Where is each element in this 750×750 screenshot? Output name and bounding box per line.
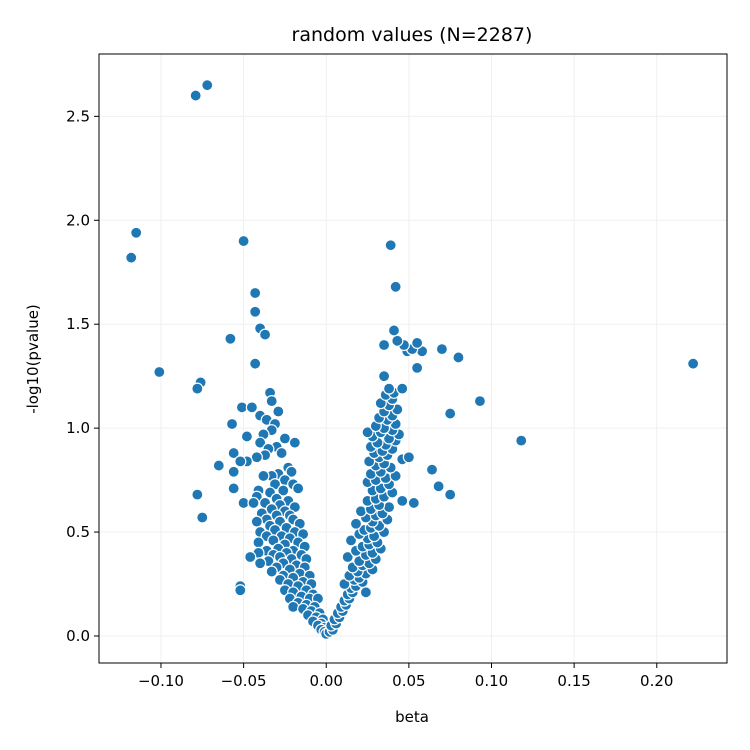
scatter-point (344, 534, 358, 547)
x-tick-label: 0.05 (392, 672, 425, 690)
y-tick-label: 1.5 (66, 315, 90, 333)
y-tick-label: 2.0 (66, 211, 90, 229)
scatter-point (425, 463, 439, 476)
scatter-point (387, 324, 401, 337)
scatter-point (444, 407, 457, 420)
scatter-point (377, 338, 391, 352)
x-axis-label: beta (395, 708, 429, 726)
scatter-point (130, 226, 143, 239)
scatter-point (411, 361, 424, 374)
scatter-point (288, 436, 301, 449)
scatter-point (432, 480, 445, 493)
scatter-point (361, 426, 374, 439)
scatter-point (247, 496, 260, 510)
scatter-point (240, 430, 254, 443)
scatter-point (201, 79, 214, 92)
scatter-point (287, 600, 300, 613)
plot-frame (98, 53, 728, 664)
scatter-point (382, 501, 396, 514)
scatter-point (196, 511, 209, 524)
scatter-point (153, 365, 166, 379)
scatter-point (391, 334, 404, 347)
scatter-point (245, 401, 258, 414)
scatter-point (473, 395, 487, 408)
scatter-point (396, 494, 409, 507)
scatter-point (227, 446, 240, 460)
scatter-point (354, 505, 368, 518)
scatter-point (191, 488, 204, 501)
scatter-point (227, 465, 240, 478)
chart-title: random values (N=2287) (292, 24, 533, 46)
y-axis-ticks: 0.0 0.5 1.0 1.5 2.0 2.5 (66, 107, 99, 645)
scatter-point (191, 382, 204, 395)
scatter-point (244, 550, 257, 564)
scatter-point (411, 336, 424, 350)
scatter-point (125, 251, 138, 264)
y-tick-label: 0.5 (66, 523, 90, 541)
scatter-point (250, 515, 263, 528)
scatter-point (234, 584, 247, 597)
scatter-point (452, 351, 465, 364)
scatter-point (257, 469, 270, 483)
scatter-point (687, 357, 700, 370)
x-tick-label: 0.15 (557, 672, 590, 690)
x-tick-label: −0.05 (221, 672, 267, 690)
grid-lines (99, 54, 727, 663)
x-tick-label: 0.20 (640, 672, 673, 690)
scatter-point (515, 434, 528, 447)
scatter-point (444, 488, 457, 501)
scatter-point (435, 343, 449, 356)
data-points (125, 79, 700, 641)
scatter-point (277, 484, 290, 497)
y-tick-label: 2.5 (66, 107, 90, 125)
scatter-point (382, 382, 396, 395)
x-tick-label: −0.10 (138, 672, 184, 690)
scatter-point (249, 286, 262, 300)
scatter-point (254, 557, 267, 570)
scatter-point (252, 536, 265, 549)
y-tick-label: 0.0 (66, 627, 90, 645)
scatter-point (234, 455, 247, 468)
scatter-point (389, 280, 402, 293)
scatter-point (384, 239, 397, 252)
scatter-point (265, 565, 278, 578)
x-axis-ticks: −0.10 −0.05 0.00 0.05 0.10 0.15 0.20 (138, 663, 673, 690)
scatter-point (227, 482, 240, 495)
scatter-point (254, 436, 267, 449)
scatter-point (402, 451, 415, 464)
scatter-point (275, 446, 288, 460)
y-tick-label: 1.0 (66, 419, 90, 437)
scatter-point (225, 417, 239, 431)
y-axis-label: -log10(pvalue) (24, 304, 42, 414)
scatter-point (258, 328, 272, 341)
scatter-point (285, 465, 298, 478)
scatter-point (249, 357, 262, 370)
scatter-point (265, 395, 278, 408)
scatter-point (377, 370, 391, 383)
scatter-point (212, 459, 225, 472)
x-tick-label: 0.10 (475, 672, 508, 690)
scatter-point (272, 405, 285, 418)
scatter-point (237, 234, 250, 248)
x-tick-label: 0.00 (310, 672, 343, 690)
scatter-point (292, 482, 305, 495)
scatter-point (341, 550, 354, 564)
scatter-point (249, 305, 262, 318)
scatter-point (407, 496, 420, 510)
scatter-point (349, 517, 363, 530)
scatter-point (359, 586, 372, 599)
scatter-point (224, 332, 237, 345)
scatter-point (189, 89, 202, 102)
scatter-point (396, 382, 409, 395)
